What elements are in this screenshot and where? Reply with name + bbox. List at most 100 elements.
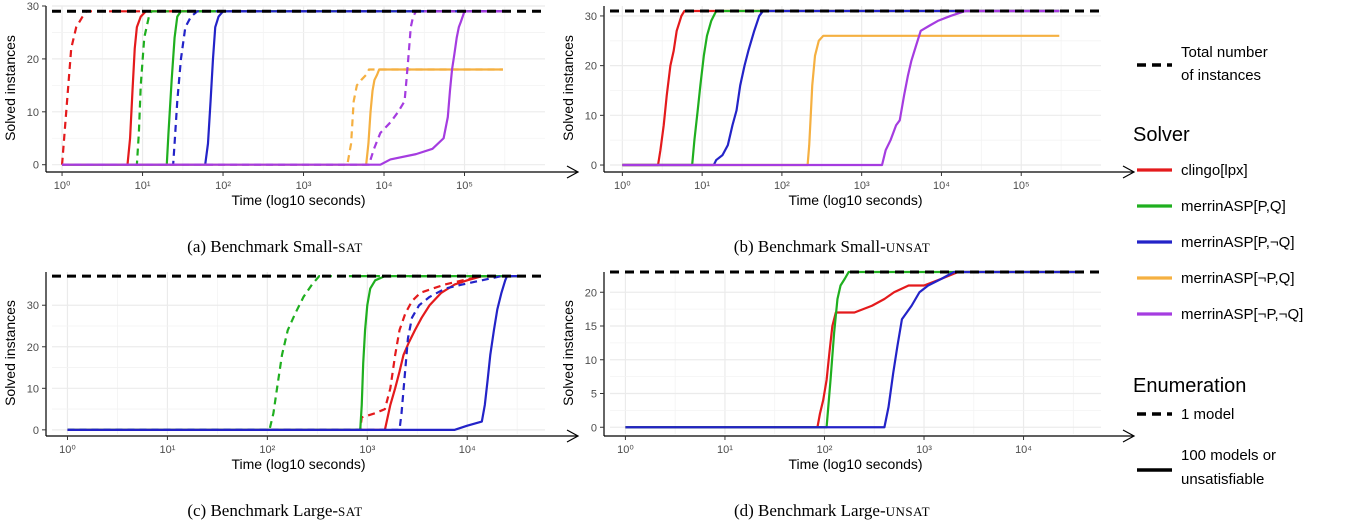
x-tick-label: 10² (259, 444, 275, 456)
y-axis-label: Solved instances (560, 35, 576, 141)
x-tick-label: 10³ (359, 444, 375, 456)
y-tick-label: 5 (591, 389, 597, 401)
series-group (625, 270, 1078, 429)
y-tick-label: 20 (27, 54, 39, 66)
series-group (622, 9, 1060, 167)
x-tick-label: 10² (215, 180, 231, 192)
legend-enum-title: Enumeration (1133, 375, 1246, 397)
x-tick-label: 10³ (854, 180, 870, 192)
grid (610, 272, 1101, 434)
y-tick-label: 20 (585, 61, 597, 73)
legend-total-line2: of instances (1181, 67, 1261, 84)
series-PnQ-all-models (625, 270, 1078, 429)
x-tick-label: 10² (817, 444, 833, 456)
panel-c: 10⁰ 10¹ 10² 10³ 10⁴ 0 10 20 30 Time (log10 second… (2, 272, 580, 472)
axes: 10⁰ 10¹ 10² 10³ 10⁴ 0 5 10 15 20 (585, 272, 1136, 456)
series-clingo-all-models (62, 10, 503, 166)
series-PQ-all-models (625, 270, 1078, 429)
series-clingo-all-models (622, 9, 1060, 167)
axes: 10⁰ 10¹ 10² 10³ 10⁴ 10⁵ 0 10 20 30 (27, 1, 580, 192)
x-tick-label: 10⁴ (376, 180, 393, 192)
x-tick-label: 10⁰ (59, 444, 76, 456)
y-tick-label: 30 (27, 1, 39, 13)
x-axis-label: Time (log10 seconds) (788, 192, 922, 208)
y-tick-label: 10 (585, 355, 597, 367)
x-axis-arrow (1122, 165, 1136, 179)
x-axis-label: Time (log10 seconds) (231, 192, 365, 208)
plot-area (52, 272, 545, 434)
legend-enum-one-label: 1 model (1181, 406, 1234, 423)
x-tick-label: 10³ (296, 180, 312, 192)
series-PQ-one-model (62, 10, 503, 166)
series-nPQ-all-models (62, 68, 503, 166)
y-tick-label: 20 (585, 287, 597, 299)
x-tick-label: 10¹ (694, 180, 710, 192)
series-nPnQ-all-models (62, 10, 503, 166)
legend-label-PQ: merrinASP[P,Q] (1181, 198, 1286, 215)
legend-solver-title: Solver (1133, 124, 1190, 146)
y-tick-label: 20 (27, 342, 39, 354)
series-clingo-all-models (67, 275, 522, 431)
series-nPQ-all-models (622, 34, 1060, 167)
x-tick-label: 10³ (916, 444, 932, 456)
series-PQ-all-models (622, 9, 1060, 167)
panel-d: 10⁰ 10¹ 10² 10³ 10⁴ 0 5 10 15 20 Time (log10 secon… (560, 270, 1136, 472)
legend-enum-many-line1: 100 models or (1181, 447, 1276, 464)
x-tick-label: 10⁴ (933, 180, 950, 192)
x-tick-label: 10⁰ (614, 180, 631, 192)
series-group (67, 275, 522, 431)
series-PnQ-all-models (62, 10, 503, 166)
legend-label-nPnQ: merrinASP[¬P,¬Q] (1181, 306, 1303, 323)
axes: 10⁰ 10¹ 10² 10³ 10⁴ 0 10 20 30 (27, 272, 580, 456)
series-PnQ-one-model (67, 275, 522, 431)
x-axis-arrow (566, 429, 580, 443)
series-nPnQ-all-models (622, 9, 1060, 167)
series-PnQ-all-models (622, 9, 1060, 167)
x-tick-label: 10² (774, 180, 790, 192)
caption-d: (d) Benchmark Large-UNSAT (734, 501, 930, 520)
series-PnQ-all-models (67, 275, 522, 431)
y-axis-label: Solved instances (2, 35, 18, 141)
plot-area (610, 6, 1101, 170)
caption-a: (a) Benchmark Small-SAT (187, 237, 363, 256)
y-axis-label: Solved instances (560, 300, 576, 406)
plot-area (610, 272, 1101, 434)
y-tick-label: 0 (591, 422, 597, 434)
x-axis-label: Time (log10 seconds) (788, 456, 922, 472)
series-PQ-all-models (67, 275, 522, 431)
legend-total-line1: Total number (1181, 44, 1268, 61)
y-tick-label: 15 (585, 321, 597, 333)
panel-a: 10⁰ 10¹ 10² 10³ 10⁴ 10⁵ 0 10 20 30 Time (log10 sec… (2, 1, 580, 208)
legend-solver-list: clingo[lpx] merrinASP[P,Q] merrinASP[P,¬Q]… (1137, 162, 1303, 323)
y-tick-label: 30 (27, 300, 39, 312)
x-tick-label: 10⁴ (1015, 444, 1032, 456)
legend-enum-many-line2: unsatisfiable (1181, 471, 1264, 488)
legend: Total number of instances Solver clingo[… (1133, 44, 1303, 488)
axes: 10⁰ 10¹ 10² 10³ 10⁴ 10⁵ 0 10 20 30 (585, 6, 1136, 192)
y-tick-label: 0 (33, 425, 39, 437)
legend-label-PnQ: merrinASP[P,¬Q] (1181, 234, 1295, 251)
x-axis-arrow (1122, 429, 1136, 443)
series-clingo-one-model (67, 275, 522, 431)
series-clingo-all-models (625, 270, 1078, 429)
series-PnQ-one-model (62, 10, 503, 166)
legend-label-clingo: clingo[lpx] (1181, 162, 1248, 179)
x-axis-arrow (566, 165, 580, 179)
series-nPQ-one-model (62, 68, 503, 166)
y-tick-label: 0 (591, 160, 597, 172)
caption-b: (b) Benchmark Small-UNSAT (734, 237, 930, 256)
x-tick-label: 10⁵ (1013, 180, 1030, 192)
x-tick-label: 10⁰ (54, 180, 71, 192)
y-tick-label: 10 (585, 110, 597, 122)
x-tick-label: 10⁰ (617, 444, 634, 456)
y-tick-label: 0 (33, 160, 39, 172)
x-tick-label: 10¹ (135, 180, 151, 192)
x-tick-label: 10⁵ (456, 180, 473, 192)
y-tick-label: 10 (27, 107, 39, 119)
series-group (60, 10, 503, 166)
series-PQ-one-model (67, 275, 522, 431)
y-tick-label: 10 (27, 383, 39, 395)
y-axis-label: Solved instances (2, 300, 18, 406)
panel-b: 10⁰ 10¹ 10² 10³ 10⁴ 10⁵ 0 10 20 30 Time (log10 sec… (560, 6, 1136, 208)
